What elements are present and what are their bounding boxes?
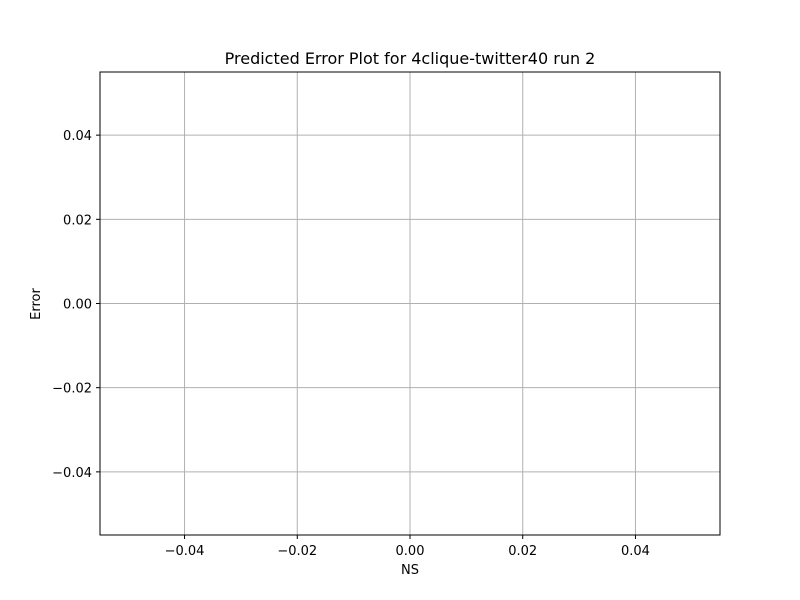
tick-layer: −0.04 −0.02 0.00 0.02 0.04 0.04 0.02 0.00 −0.02 −…: [52, 129, 650, 559]
x-tick-label: −0.02: [277, 544, 317, 559]
x-tick-label: 0.02: [508, 544, 537, 559]
y-tick-label: 0.04: [63, 129, 92, 144]
y-tick-label: −0.04: [52, 466, 92, 481]
grid-layer: [100, 72, 720, 535]
y-tick-label: 0.02: [63, 213, 92, 228]
chart-title: Predicted Error Plot for 4clique-twitter…: [225, 49, 596, 68]
x-tick-label: −0.04: [165, 544, 205, 559]
x-tick-label: 0.00: [396, 544, 425, 559]
x-axis-label: NS: [401, 563, 419, 578]
y-axis-label: Error: [29, 288, 44, 320]
x-tick-label: 0.04: [621, 544, 650, 559]
y-tick-label: 0.00: [63, 298, 92, 313]
y-tick-label: −0.02: [52, 382, 92, 397]
